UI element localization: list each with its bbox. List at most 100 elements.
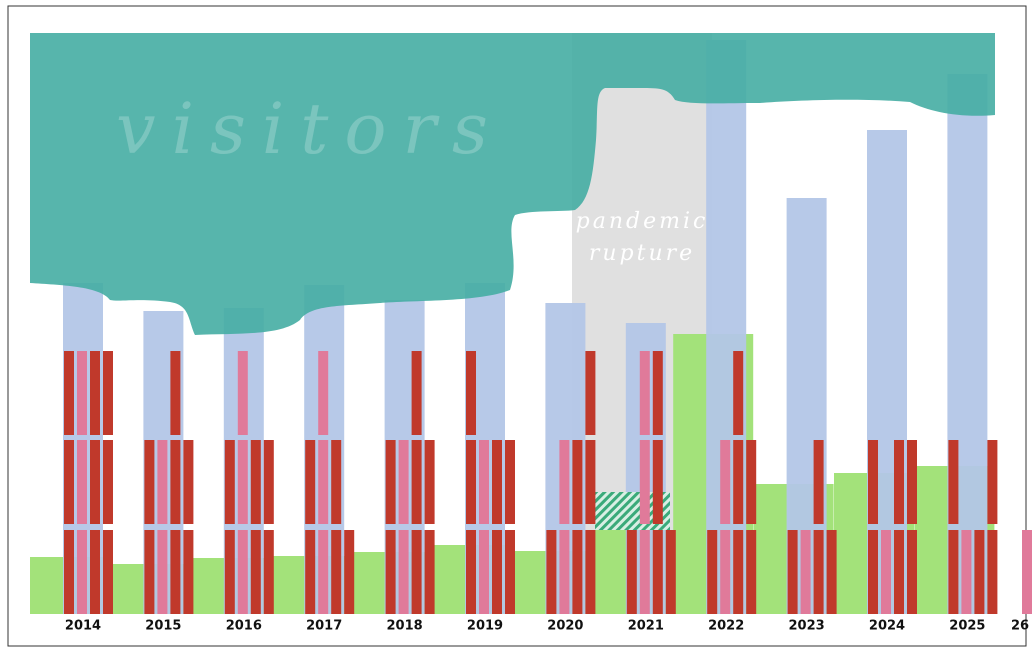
tile bbox=[559, 530, 569, 614]
x-tick-label: 2023 bbox=[789, 619, 825, 634]
tile bbox=[788, 530, 798, 614]
tile bbox=[948, 530, 958, 614]
tile bbox=[572, 440, 582, 524]
tile bbox=[170, 530, 180, 614]
tile bbox=[746, 530, 756, 614]
tile bbox=[170, 440, 180, 524]
tile bbox=[412, 440, 422, 524]
tile bbox=[505, 440, 515, 524]
tile bbox=[585, 351, 595, 435]
tile bbox=[466, 530, 476, 614]
tile bbox=[225, 530, 235, 614]
tile bbox=[318, 351, 328, 435]
tile bbox=[386, 440, 396, 524]
blue-bar bbox=[706, 40, 746, 614]
tile bbox=[77, 440, 87, 524]
tile bbox=[479, 530, 489, 614]
x-tick-label: 2025 bbox=[949, 619, 985, 634]
tile bbox=[77, 351, 87, 435]
tile bbox=[183, 530, 193, 614]
tile bbox=[666, 530, 676, 614]
x-tick-label: 2022 bbox=[708, 619, 744, 634]
tile bbox=[881, 530, 891, 614]
tile bbox=[344, 530, 354, 614]
tile bbox=[733, 351, 743, 435]
tile bbox=[157, 530, 167, 614]
x-tick-label: 2021 bbox=[628, 619, 664, 634]
tile bbox=[559, 440, 569, 524]
tile bbox=[318, 530, 328, 614]
tile bbox=[399, 530, 409, 614]
tile bbox=[894, 530, 904, 614]
tile bbox=[492, 530, 502, 614]
tile bbox=[653, 440, 663, 524]
tile bbox=[264, 530, 274, 614]
tile bbox=[627, 530, 637, 614]
tile bbox=[894, 440, 904, 524]
tile bbox=[948, 440, 958, 524]
x-tick-label: 2019 bbox=[467, 619, 503, 634]
tile bbox=[225, 440, 235, 524]
annotation: rupture bbox=[589, 241, 695, 266]
annotation: pandemic bbox=[576, 209, 709, 234]
x-tick-label: 2014 bbox=[65, 619, 101, 634]
tile bbox=[720, 440, 730, 524]
chart: visitors pandemic rupture 20142015201620… bbox=[0, 0, 1033, 654]
tile bbox=[144, 530, 154, 614]
tile bbox=[64, 351, 74, 435]
tile bbox=[103, 351, 113, 435]
tile bbox=[640, 351, 650, 435]
x-tick-label: 2017 bbox=[306, 619, 342, 634]
tile bbox=[399, 440, 409, 524]
tile bbox=[733, 530, 743, 614]
tile bbox=[479, 440, 489, 524]
tile bbox=[331, 440, 341, 524]
x-tick-label: 2015 bbox=[145, 619, 181, 634]
tile bbox=[640, 530, 650, 614]
tile bbox=[64, 530, 74, 614]
x-tick-label: 2016 bbox=[226, 619, 262, 634]
tile bbox=[868, 530, 878, 614]
x-tick-label: 26 bbox=[1011, 619, 1029, 634]
tile bbox=[640, 440, 650, 524]
tile bbox=[814, 530, 824, 614]
tile bbox=[305, 440, 315, 524]
tile bbox=[238, 530, 248, 614]
tile bbox=[733, 440, 743, 524]
tile bbox=[425, 440, 435, 524]
tile bbox=[907, 530, 917, 614]
tile bbox=[412, 530, 422, 614]
tile bbox=[546, 530, 556, 614]
tile bbox=[238, 351, 248, 435]
tile bbox=[505, 530, 515, 614]
x-tick-label: 2024 bbox=[869, 619, 905, 634]
tile bbox=[251, 440, 261, 524]
tile bbox=[827, 530, 837, 614]
tile bbox=[103, 530, 113, 614]
tile bbox=[103, 440, 113, 524]
tile bbox=[90, 351, 100, 435]
tile bbox=[90, 530, 100, 614]
tile bbox=[77, 530, 87, 614]
tile bbox=[318, 440, 328, 524]
tile bbox=[183, 440, 193, 524]
tile bbox=[331, 530, 341, 614]
tile bbox=[157, 440, 167, 524]
tile bbox=[90, 440, 100, 524]
tile bbox=[251, 530, 261, 614]
tile bbox=[1022, 530, 1032, 614]
tile bbox=[974, 530, 984, 614]
tile bbox=[466, 440, 476, 524]
tile bbox=[653, 351, 663, 435]
tile bbox=[64, 440, 74, 524]
tile bbox=[707, 530, 717, 614]
tile bbox=[987, 530, 997, 614]
tile bbox=[264, 440, 274, 524]
tile bbox=[425, 530, 435, 614]
tile bbox=[653, 530, 663, 614]
tile bbox=[814, 440, 824, 524]
tile bbox=[492, 440, 502, 524]
tile bbox=[386, 530, 396, 614]
tile bbox=[961, 530, 971, 614]
x-tick-label: 2020 bbox=[547, 619, 583, 634]
